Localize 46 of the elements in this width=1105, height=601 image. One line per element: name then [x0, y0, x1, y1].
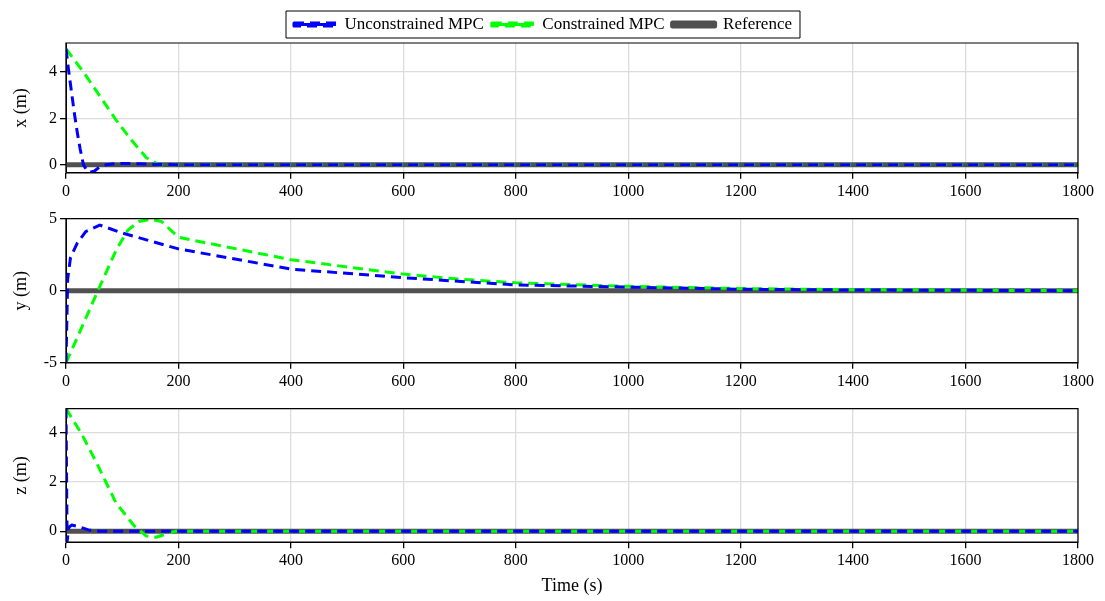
x-tick-label: 400 — [278, 551, 303, 568]
x-tick-label: 800 — [503, 181, 528, 199]
x-tick-label: 1600 — [949, 181, 982, 199]
x-tick-label: 1200 — [724, 181, 757, 199]
y-axis-title: z (m) — [9, 456, 31, 495]
x-tick-label: 1000 — [612, 551, 645, 568]
x-tick-label: 1600 — [949, 371, 982, 389]
legend-label: Reference — [723, 13, 792, 33]
x-tick-label: 200 — [166, 371, 191, 389]
x-tick-label: 0 — [62, 551, 70, 568]
x-tick-label: 1600 — [949, 551, 982, 568]
x-tick-label: 1400 — [837, 371, 870, 389]
y-tick-label: 5 — [49, 208, 57, 226]
x-tick-label: 600 — [391, 371, 416, 389]
x-tick-label: 0 — [62, 181, 70, 199]
legend-label: Constrained MPC — [542, 13, 665, 33]
y-axis-title: y (m) — [9, 270, 31, 311]
x-tick-label: 1800 — [1062, 551, 1094, 568]
x-tick-label: 200 — [166, 181, 191, 199]
y-tick-label: -5 — [43, 353, 57, 370]
x-tick-label: 0 — [62, 371, 70, 389]
y-tick-label: 0 — [49, 154, 57, 172]
x-tick-label: 1200 — [724, 371, 757, 389]
y-tick-label: 2 — [49, 472, 57, 490]
x-tick-label: 1800 — [1062, 371, 1094, 389]
x-tick-label: 1400 — [837, 181, 870, 199]
y-tick-label: 4 — [49, 423, 57, 441]
x-tick-label: 1000 — [612, 181, 645, 199]
x-tick-label: 400 — [278, 371, 303, 389]
y-tick-label: 4 — [49, 62, 57, 80]
x-tick-label: 1400 — [837, 551, 870, 568]
x-tick-label: 1000 — [612, 371, 645, 389]
x-tick-label: 200 — [166, 551, 191, 568]
x-tick-label: 600 — [391, 551, 416, 568]
y-axis-title: x (m) — [9, 88, 31, 128]
y-tick-label: 0 — [49, 521, 57, 539]
x-tick-label: 1200 — [724, 551, 757, 568]
y-tick-label: 2 — [49, 108, 57, 126]
y-tick-label: 0 — [49, 280, 57, 298]
x-tick-label: 1800 — [1062, 181, 1094, 199]
x-tick-label: 800 — [503, 371, 528, 389]
x-tick-label: 600 — [391, 181, 416, 199]
x-axis-title: Time (s) — [541, 574, 603, 596]
x-tick-label: 400 — [278, 181, 303, 199]
legend-label: Unconstrained MPC — [344, 13, 484, 33]
x-tick-label: 800 — [503, 551, 528, 568]
